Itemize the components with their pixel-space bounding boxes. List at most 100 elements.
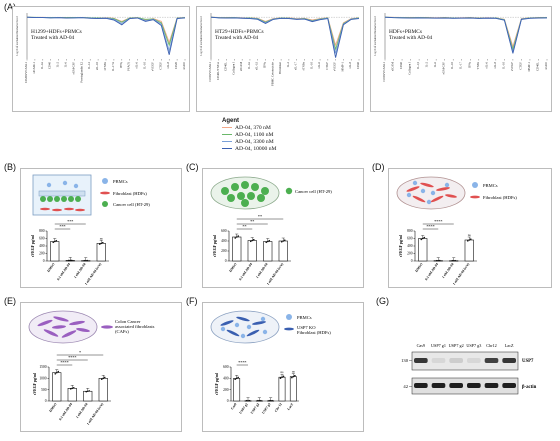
panel-b-letter: (B) [4,162,16,172]
cancer-cell-row [40,196,81,202]
panel-c-letter: (C) [186,162,199,172]
lane-label: Chr12 [486,343,496,348]
x-tick-label: DMSO [414,262,423,273]
x-tick-label: CD40 [356,62,360,70]
series-line [210,16,360,58]
lane-label: USP7 g1 [431,343,446,348]
marker-130: 130 [401,358,409,363]
bar [67,388,77,402]
agent-legend: Agent AD-04, 370 nM AD-04, 1100 nM AD-04, … [222,118,332,152]
x-tick-label: IFNγ [119,61,123,68]
legend-fibroblast: Fibroblast (HDFs) [113,191,147,196]
x-tick-label: sIL-6 [484,62,488,69]
data-point [245,399,248,402]
data-point [466,240,469,242]
sig-label: ** [258,214,262,219]
agent-legend-item: AD-04, 10000 nM [222,145,332,152]
x-tick-label: sICAM-1 [32,62,36,74]
marker-42: 42 [403,384,408,389]
x-tick-label: CD40L [535,62,539,71]
data-point [247,399,249,402]
legend-cancer-cell: Cancer cell (HT-29) [295,189,332,194]
x-tick-label: USP7 g3 [261,402,272,415]
x-tick-label: CTGF [158,62,162,70]
bar [232,236,242,262]
x-tick-label: IL-2 [56,62,60,68]
actin-band [449,383,463,388]
x-tick-label: sGM-CSF [442,62,446,75]
data-point [283,239,286,241]
y-tick-label: 400 [221,239,227,243]
ns-label: ns [468,233,472,237]
legend-label: AD-04, 10000 nM [235,145,277,152]
data-point [234,237,237,239]
x-tick-label: TNFα [476,62,480,70]
agent-legend-item: AD-04, 1100 nM [222,131,332,138]
y-tick-label: 200 [407,252,413,256]
panel-a-chart-2: Log10 of normalized biomarker level CD38/… [196,6,364,112]
x-tick-label: DMSO [46,262,55,273]
x-tick-label: Prostaglandin E2 [79,62,83,83]
pbmc-icon [102,178,108,184]
legend-swatch [222,133,232,136]
data-point [435,259,438,262]
x-tick-label: IFNγ [263,61,267,68]
x-tick-label: IL-2 [425,62,429,68]
x-tick-label: 0.1 nM AD-04 [238,262,253,281]
band-label-actin: β-actin [522,385,537,390]
series-line [384,16,548,54]
bar [98,378,108,402]
x-tick-label: IL-10 [501,62,505,69]
data-point [102,377,105,380]
pbmcs [406,180,450,205]
panel-f: PBMCs USP7 KO Fibroblast (HDFs) USP7 KO … [202,302,364,432]
x-tick-label: sIL-8 [348,62,352,69]
x-tick-label: sGM-CSF [71,62,75,75]
data-point [281,376,283,378]
x-tick-label: 1 nM AD-04 [441,262,455,279]
x-tick-label: CTGF [325,62,329,70]
x-tick-label: USP7 g2 [250,402,261,415]
x-tick-label: sIL-6 [317,62,321,69]
x-tick-label: CD40L/TNF-α [216,62,220,81]
western-blot: Cas9 USP7 g1 USP7 g2 USP7 g3 Chr12 LacZ 130 42 U… [388,340,554,404]
lane-label: LacZ [505,343,514,348]
x-tick-label: IL-10 [450,62,454,69]
panel-f-letter: (F) [186,296,198,306]
legend-pbmcs: PBMCs [483,183,498,188]
data-point [83,259,86,262]
data-point [100,242,103,245]
y-axis-label: Log10 of normalized biomarker level [374,16,377,55]
x-tick-label: CTGF [518,62,522,70]
x-tick-label: sTNFα [301,62,305,71]
sig-label: **** [434,219,442,224]
data-point [55,239,58,242]
x-tick-label: IL-12 [87,62,91,69]
x-tick-label: Collagen I [231,62,235,75]
x-tick-label: IL-10 [309,62,313,69]
y-tick-label: 400 [407,244,413,248]
line-chart-ht29: Log10 of normalized biomarker level CD38/… [200,13,360,86]
data-point [100,378,103,381]
x-tick-label: LacZ [286,402,294,411]
data-point [103,376,106,379]
y-axis-label: sVEGF pg/ml [399,235,403,257]
x-tick-label: sIL-8 [166,62,170,69]
lane-label: USP7 g2 [449,343,464,348]
panel-b: PBMCs Fibroblast (HDFs) Cancer cell (HT-… [20,168,182,288]
y-axis-label: Log10 of normalized biomarker level [16,16,19,55]
panel-a-chart-1: Log10 of normalized biomarker level CD208… [12,6,190,112]
legend-label: AD-04, 3300 nM [235,138,274,145]
x-tick-label: sTNFα [103,62,107,71]
sig-label: **** [60,360,68,365]
data-point [54,373,57,375]
pbmc-icon [286,314,292,320]
x-tick-label: sVEGF [150,62,154,71]
x-tick-label: CD38/VCAM-1 [382,62,386,82]
x-tick-label: 1 nM AD-04 [255,262,269,279]
x-tick-label: 1 nM AD-04 [73,262,87,279]
x-tick-label: 0.1 nM AD-04 [56,262,71,281]
usp7-band [502,358,516,363]
y-tick-label: 600 [407,237,413,241]
legend-caf-line3: (CAFs) [115,329,129,334]
